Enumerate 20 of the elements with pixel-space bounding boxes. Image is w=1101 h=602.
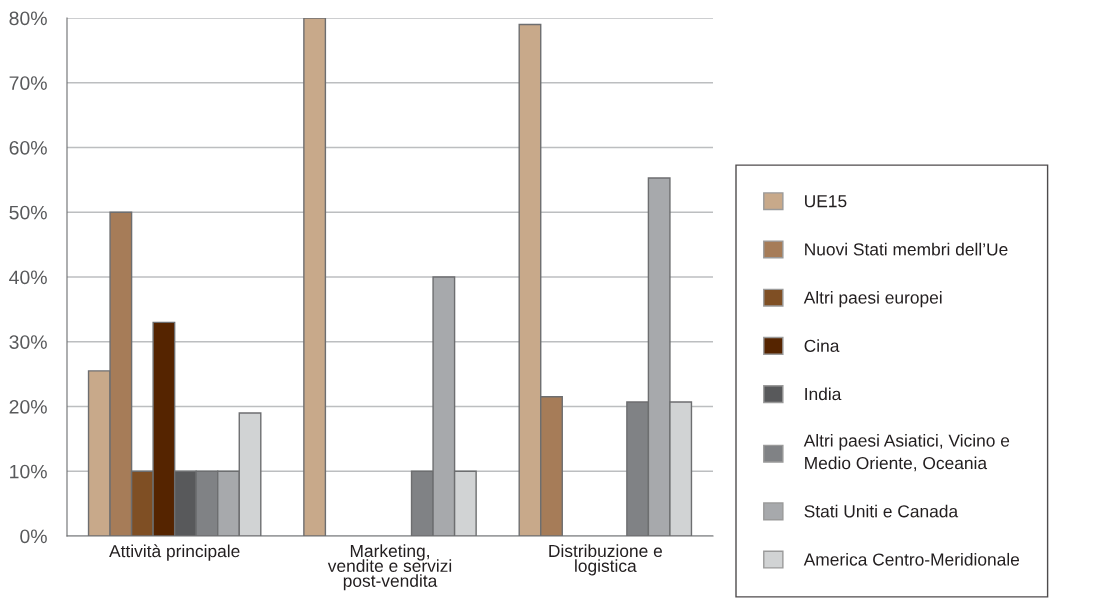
y-tick-label: 60% [9,140,47,155]
y-tick-label: 30% [9,335,47,349]
legend-label: Cina [804,339,840,352]
y-tick-label: 80% [9,11,47,26]
y-tick-label: 50% [9,205,47,220]
legend-label: Nuovi Stati membri dell’Ue [805,242,1008,256]
y-tick-label: 20% [9,399,47,414]
y-tick-label: 70% [9,76,47,90]
legend-label: UE15 [805,195,847,208]
legend-label: America Centro-Meridionale [803,552,1020,566]
legend-label: Altri paesi Asiatici, Vicino e Medio Oriente, Oceania [803,434,1010,472]
x-tick-label: Distribuzione e logistica [549,544,662,576]
y-tick-label: 10% [10,464,47,479]
legend-label: Stati Uniti e Canada [804,504,959,518]
legend-label: Altri paesi europei [803,290,942,308]
legend-label: India [805,387,842,401]
x-tick-label: Attività principale [109,544,240,561]
y-tick-label: 0% [20,529,47,544]
x-tick-label: Marketing, vendite e servizi post-vendita [327,544,452,591]
y-tick-label: 40% [9,270,47,285]
